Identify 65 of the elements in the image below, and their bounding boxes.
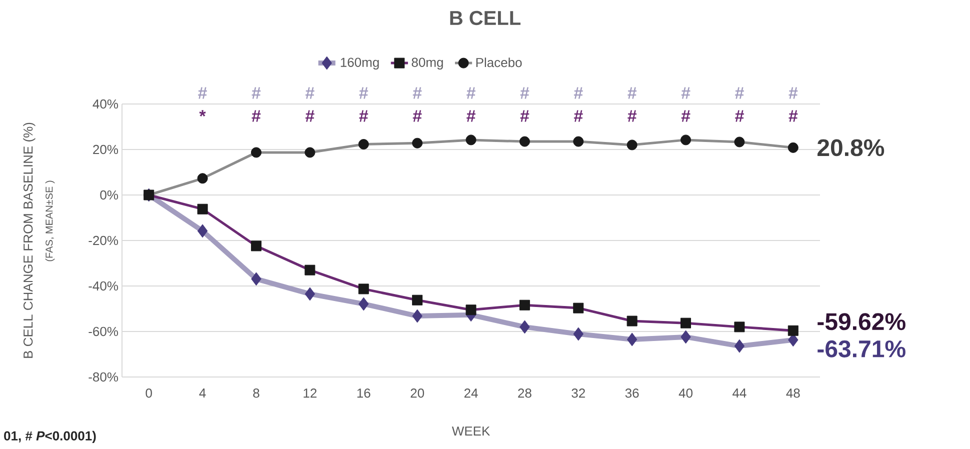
point [626, 332, 638, 346]
annotation: # [628, 110, 637, 122]
data-label: -63.71% [818, 340, 906, 358]
y-tick-label: -40% [88, 281, 118, 291]
text: 01, # P<0.0001) [4, 430, 96, 444]
annotation: * [199, 110, 206, 116]
point [734, 339, 745, 353]
y-tick-label: -20% [88, 236, 118, 246]
legend-label: 80mg [412, 58, 443, 70]
x-tick-label: 36 [625, 388, 639, 398]
text: # [788, 87, 798, 99]
x-tick-label: 44 [732, 388, 746, 398]
annotation: # [359, 110, 368, 122]
x-tick-label: 32 [572, 388, 585, 398]
text: (FAS, MEAN±SE ) [45, 180, 55, 262]
point [520, 320, 530, 334]
text: # [628, 87, 637, 99]
x-tick-label: 28 [518, 388, 532, 398]
y-axis-title: B CELL CHANGE FROM BASELINE (%) [23, 122, 36, 358]
text: # [681, 87, 690, 99]
text: # [735, 87, 744, 99]
annotation: # [520, 110, 530, 122]
legend-label: Placebo [476, 58, 522, 68]
annotation: # [252, 110, 261, 122]
x-tick-label: 0 [146, 388, 152, 398]
x-tick-label: 24 [464, 388, 478, 398]
text: # [466, 87, 476, 99]
text: # [520, 87, 530, 99]
x-tick-label: 20 [410, 388, 424, 398]
annotation: # [412, 110, 422, 122]
x-tick-label: 12 [304, 388, 316, 398]
annotation: # [574, 110, 583, 122]
point [573, 327, 584, 341]
annotation: # [305, 110, 314, 122]
x-tick-label: 4 [199, 388, 206, 398]
point [680, 330, 691, 344]
text: # [412, 87, 422, 99]
x-axis-title: WEEK [452, 426, 490, 436]
chart-title: B CELL [450, 10, 520, 26]
annotation: # [466, 110, 476, 122]
x-tick-label: 8 [253, 388, 260, 398]
text: # [198, 87, 207, 99]
text: # [252, 87, 261, 99]
x-tick-label: 48 [786, 388, 800, 398]
annotation: # [735, 110, 744, 122]
data-label: -59.62% [818, 313, 906, 330]
legend-label: 160mg [340, 58, 379, 70]
point [251, 272, 262, 286]
y-tick-label: 40% [92, 99, 118, 109]
annotation: # [788, 110, 798, 122]
point [358, 297, 369, 311]
y-tick-label: -60% [88, 326, 118, 336]
text: # [359, 87, 368, 99]
point [304, 287, 316, 301]
x-tick-label: 16 [357, 388, 370, 398]
annotation: # [681, 110, 690, 122]
data-label: 20.8% [818, 139, 884, 156]
point [412, 309, 422, 323]
x-tick-label: 40 [678, 388, 692, 398]
y-tick-label: 0% [100, 190, 118, 200]
text: # [305, 87, 314, 99]
point [197, 224, 208, 238]
y-tick-label: 20% [93, 144, 118, 154]
text: # [574, 87, 583, 99]
y-tick-label: -80% [88, 372, 118, 382]
